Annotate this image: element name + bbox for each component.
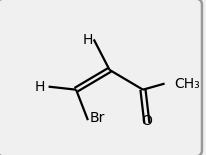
Text: H: H [83, 33, 93, 47]
Text: O: O [142, 114, 152, 128]
Text: Br: Br [90, 111, 105, 125]
Text: H: H [34, 80, 45, 94]
Text: CH₃: CH₃ [174, 77, 200, 91]
